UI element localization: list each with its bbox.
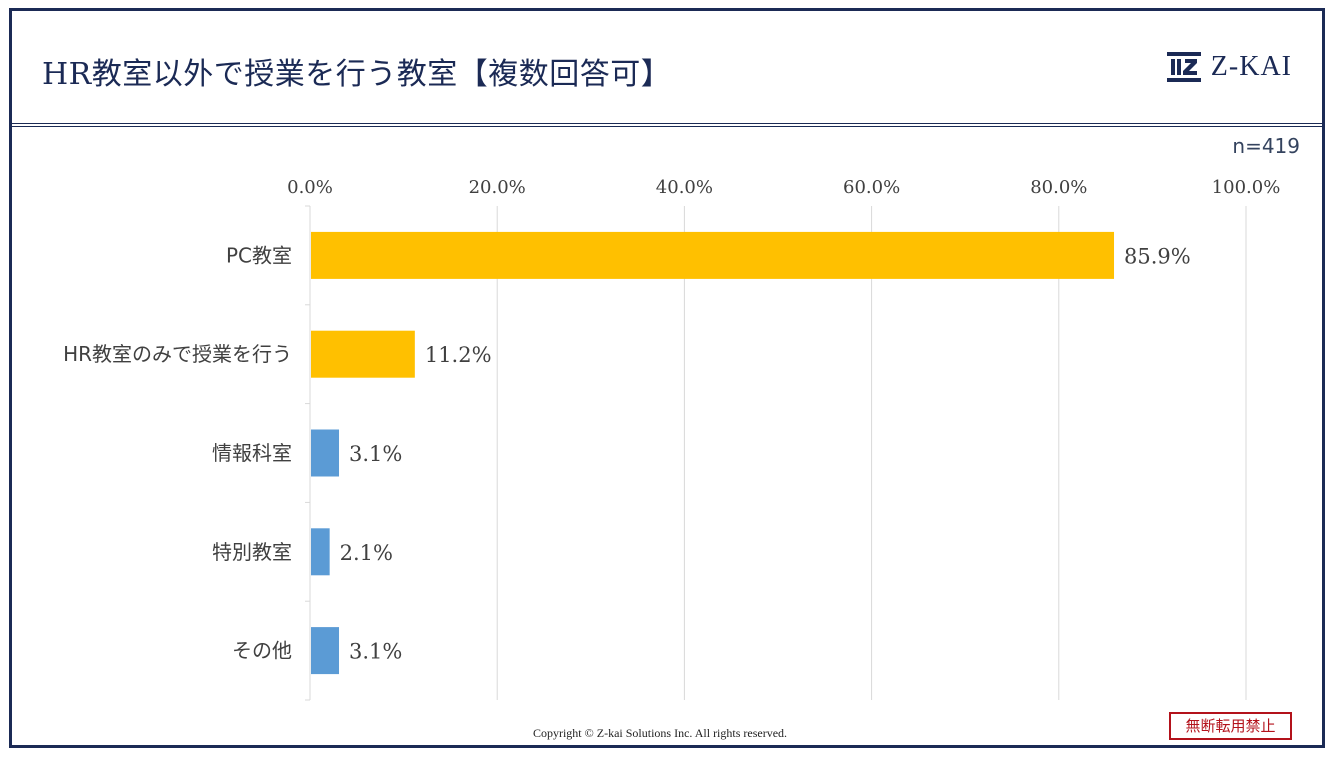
data-label: 85.9% — [1124, 244, 1191, 268]
category-label: HR教室のみで授業を行う — [63, 342, 292, 366]
category-label: その他 — [232, 639, 292, 663]
category-label: 情報科室 — [212, 441, 292, 465]
x-tick-label: 100.0% — [1212, 177, 1281, 198]
x-tick-label: 80.0% — [1030, 177, 1087, 198]
copyright-text: Copyright © Z-kai Solutions Inc. All rig… — [532, 726, 788, 740]
slide-frame: HR教室以外で授業を行う教室【複数回答可】 Z-KAI — [9, 8, 1325, 748]
data-label: 3.1% — [349, 442, 402, 466]
x-tick-label: 20.0% — [469, 177, 526, 198]
bar — [311, 627, 340, 675]
data-label: 11.2% — [425, 343, 492, 367]
bar — [311, 231, 1115, 279]
bar — [311, 429, 340, 477]
z-kai-logo-icon — [1166, 52, 1201, 82]
data-label: 3.1% — [349, 640, 402, 664]
x-tick-label: 60.0% — [843, 177, 900, 198]
category-label: 特別教室 — [212, 540, 292, 564]
slide-header: HR教室以外で授業を行う教室【複数回答可】 Z-KAI — [12, 11, 1322, 127]
brand-logo: Z-KAI — [1166, 51, 1292, 83]
bar — [311, 330, 415, 378]
no-reproduction-stamp: 無断転用禁止 — [1169, 712, 1292, 740]
sample-size-label: n=419 — [1232, 134, 1300, 158]
logo-text: Z-KAI — [1210, 51, 1292, 82]
x-tick-label: 40.0% — [656, 177, 713, 198]
x-tick-label: 0.0% — [287, 177, 333, 198]
data-label: 2.1% — [340, 541, 393, 565]
category-label: PC教室 — [226, 243, 292, 267]
page-title: HR教室以外で授業を行う教室【複数回答可】 — [42, 57, 672, 92]
bar — [311, 528, 330, 576]
